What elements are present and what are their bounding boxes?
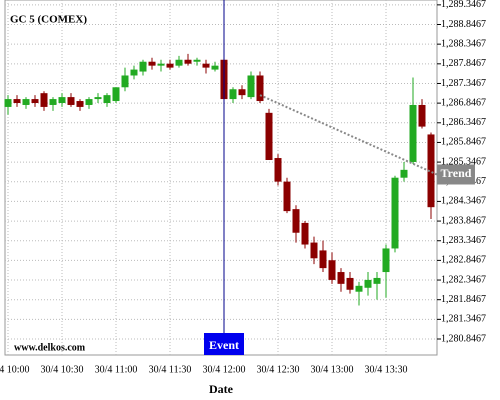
candle-body — [22, 99, 30, 105]
watermark: www.delkos.com — [14, 342, 86, 353]
y-tick-label: 1,284.3467 — [441, 196, 486, 207]
candle-body — [211, 65, 219, 70]
candle-body — [67, 97, 75, 105]
y-tick-label: 1,283.8467 — [441, 215, 486, 226]
chart-title: GC 5 (COMEX) — [10, 14, 87, 26]
candle-body — [337, 272, 345, 284]
trend-label: Trend — [441, 166, 472, 180]
y-tick-label: 1,283.3467 — [441, 235, 486, 246]
candle-body — [301, 222, 309, 245]
candle-body — [202, 63, 210, 68]
candle-body — [112, 87, 120, 102]
y-tick-label: 1,285.3467 — [441, 156, 486, 167]
candle-body — [76, 101, 84, 107]
candle-body — [139, 61, 147, 72]
y-tick-label: 1,286.3467 — [441, 117, 486, 128]
candle-body — [319, 250, 327, 269]
y-tick-label: 1,289.3467 — [441, 0, 486, 10]
y-tick-label: 1,280.8467 — [441, 333, 486, 344]
x-tick-label: 30/4 13:00 — [310, 364, 353, 375]
candle-body — [103, 95, 111, 104]
candle-body — [346, 277, 354, 290]
x-tick-label: 30/4 10:00 — [0, 364, 30, 375]
y-tick-label: 1,287.3467 — [441, 78, 486, 89]
x-tick-label: 30/4 11:30 — [149, 364, 192, 375]
x-tick-label: 30/4 12:00 — [202, 364, 245, 375]
y-tick-label: 1,286.8467 — [441, 97, 486, 108]
y-tick-label: 1,288.3467 — [441, 38, 486, 49]
candle-body — [400, 169, 408, 178]
candle-body — [85, 99, 93, 105]
candle-body — [283, 181, 291, 212]
candle-body — [238, 89, 246, 96]
candle-body — [409, 104, 417, 162]
y-tick-label: 1,285.8467 — [441, 137, 486, 148]
candle-body — [355, 285, 363, 292]
candle-body — [31, 99, 39, 104]
trend-line — [259, 94, 438, 176]
candle-body — [364, 279, 372, 288]
candle-body — [229, 89, 237, 100]
x-tick-label: 30/4 12:30 — [256, 364, 299, 375]
candle-body — [310, 242, 318, 259]
candle-body — [373, 277, 381, 284]
candle-body — [58, 97, 66, 104]
candle-body — [247, 75, 255, 98]
x-tick-label: 30/4 10:30 — [40, 364, 83, 375]
candle-body — [418, 104, 426, 127]
event-box — [204, 333, 244, 355]
candle-body — [94, 97, 102, 100]
candle-body — [157, 63, 165, 66]
candle-body — [148, 61, 156, 66]
event-label: Event — [209, 338, 239, 352]
candle-body — [391, 177, 399, 249]
candle-body — [328, 260, 336, 280]
candle-body — [292, 209, 300, 233]
candle-body — [184, 59, 192, 64]
candle-body — [166, 63, 174, 68]
candle-body — [49, 99, 57, 105]
plot-frame — [4, 0, 438, 356]
candle-body — [130, 69, 138, 76]
y-tick-label: 1,282.8467 — [441, 255, 486, 266]
candle-body — [274, 158, 282, 182]
candle-body — [256, 75, 264, 102]
y-tick-label: 1,282.3467 — [441, 274, 486, 285]
candle-body — [13, 99, 21, 104]
candle-body — [382, 248, 390, 273]
candle-body — [4, 99, 12, 107]
y-tick-label: 1,281.3467 — [441, 314, 486, 325]
candle-body — [427, 134, 435, 208]
candle-body — [40, 93, 48, 107]
candle-body — [265, 112, 273, 161]
y-tick-label: 1,287.8467 — [441, 58, 486, 69]
candle-body — [121, 75, 129, 88]
y-tick-label: 1,288.8467 — [441, 19, 486, 30]
y-tick-label: 1,281.8467 — [441, 294, 486, 305]
x-tick-label: 30/4 11:00 — [95, 364, 138, 375]
candle-body — [175, 59, 183, 66]
x-tick-label: 30/4 13:30 — [364, 364, 407, 375]
candle-body — [193, 59, 201, 62]
x-axis-label: Date — [209, 382, 234, 396]
trend-box — [437, 164, 475, 185]
